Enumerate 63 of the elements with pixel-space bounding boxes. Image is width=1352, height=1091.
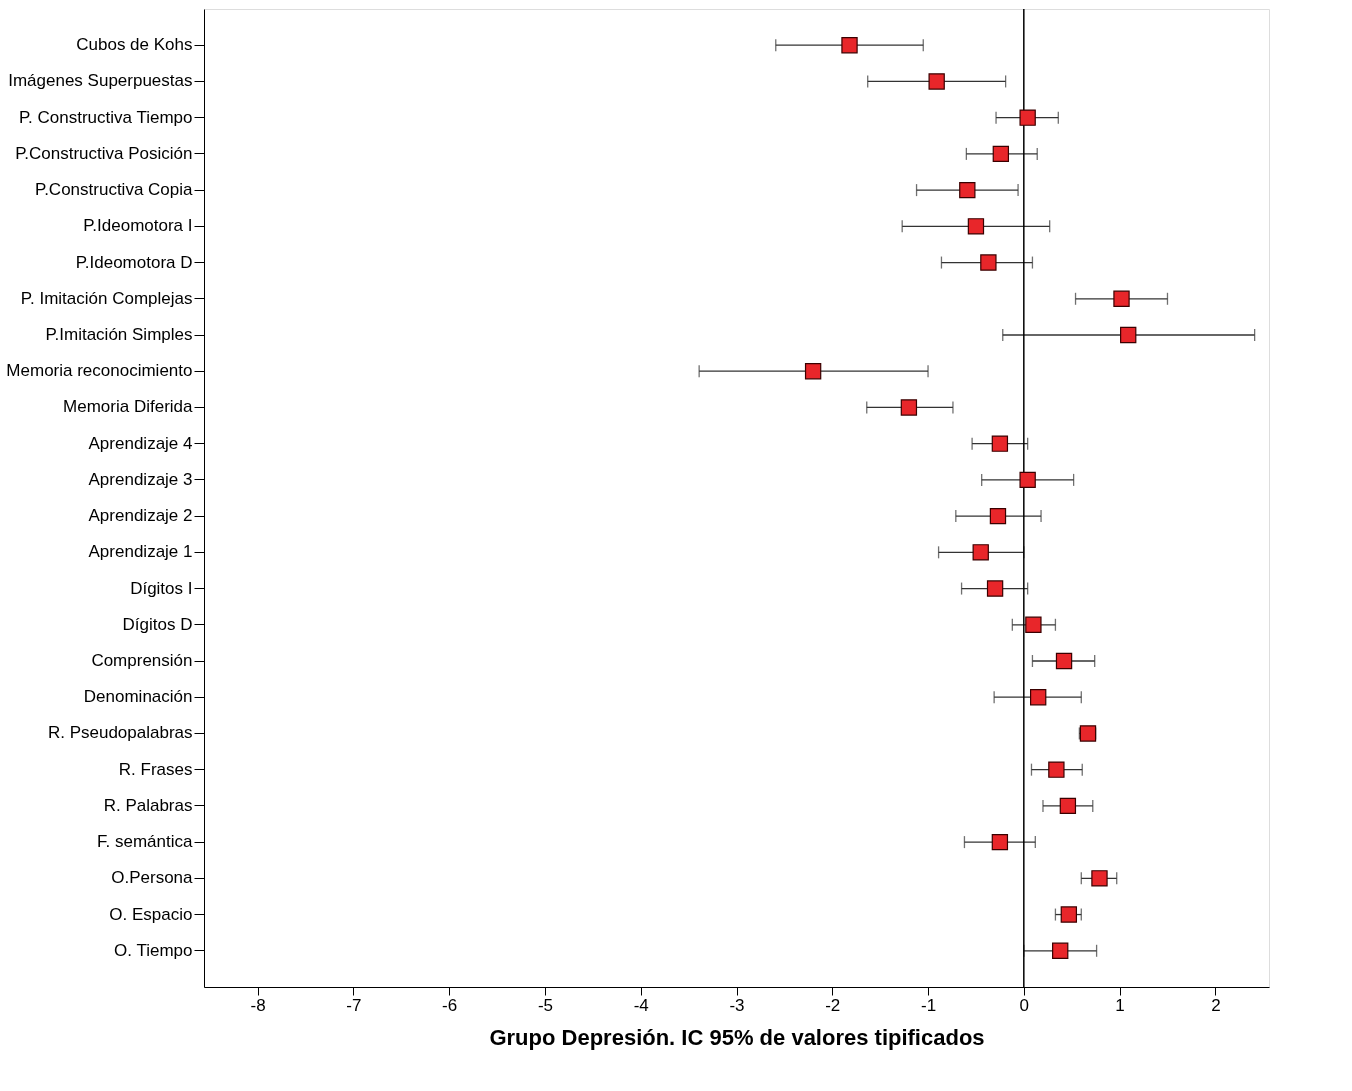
point xyxy=(980,254,997,271)
point xyxy=(1030,689,1047,706)
y-tick-label: Dígitos D xyxy=(122,614,193,634)
y-tick-label: Dígitos I xyxy=(130,578,193,598)
point xyxy=(1120,326,1137,344)
point xyxy=(992,145,1010,163)
x-tick-label: 1 xyxy=(1115,995,1125,1015)
point xyxy=(900,399,918,416)
x-tick-label: -8 xyxy=(250,995,266,1015)
y-tick-label: Memoria reconocimiento xyxy=(6,361,193,381)
y-tick-label: Cubos de Kohs xyxy=(76,35,193,55)
y-tick-label: Comprensión xyxy=(91,651,193,670)
y-tick-label: P.Imitación Simples xyxy=(45,325,193,344)
y-tick-label: P.Ideomotora D xyxy=(75,252,193,272)
point xyxy=(991,833,1009,851)
y-tick-label: R. Frases xyxy=(118,759,193,779)
point xyxy=(1019,471,1036,489)
x-tick-label: 2 xyxy=(1211,995,1221,1015)
point xyxy=(989,507,1007,525)
y-tick-label: Aprendizaje 1 xyxy=(88,542,193,562)
x-tick-label: -5 xyxy=(537,995,554,1015)
point xyxy=(1055,652,1073,670)
point xyxy=(986,580,1004,597)
y-tick-label: Memoria Diferida xyxy=(63,397,194,417)
y-tick-label: Aprendizaje 3 xyxy=(88,469,193,489)
point xyxy=(1059,797,1077,815)
point xyxy=(967,218,985,235)
y-tick-label: R. Pseudopalabras xyxy=(47,723,193,743)
x-tick-label: 0 xyxy=(1019,995,1030,1015)
point xyxy=(991,435,1009,452)
point xyxy=(1113,290,1130,307)
point xyxy=(1019,109,1036,126)
y-tick-label: O. Tiempo xyxy=(114,940,193,960)
y-tick-label: P. Constructiva Tiempo xyxy=(18,107,193,127)
y-tick-label: Aprendizaje 4 xyxy=(88,433,193,453)
x-tick-label: -7 xyxy=(346,995,362,1015)
x-tick-label: -1 xyxy=(920,995,937,1015)
y-tick-label: Imágenes Superpuestas xyxy=(8,71,193,91)
x-tick-label: -4 xyxy=(633,995,649,1015)
point xyxy=(1048,761,1065,778)
x-axis-title: Grupo Depresión. IC 95% de valores tipificados xyxy=(489,1024,985,1050)
y-tick-label: Aprendizaje 2 xyxy=(88,506,193,526)
point xyxy=(1025,616,1042,633)
y-tick-label: P.Constructiva Posición xyxy=(15,143,193,163)
y-tick-label: P.Constructiva Copia xyxy=(35,180,194,200)
y-tick-label: P. Imitación Complejas xyxy=(20,288,193,308)
y-tick-label: P.Ideomotora I xyxy=(83,216,193,236)
x-tick-label: -6 xyxy=(442,995,458,1015)
y-tick-label: O. Espacio xyxy=(109,904,193,924)
y-tick-label: F. semántica xyxy=(97,832,194,852)
point xyxy=(1052,942,1069,959)
point xyxy=(804,363,822,380)
y-tick-label: R. Palabras xyxy=(103,795,193,815)
x-tick-label: -2 xyxy=(825,995,841,1015)
point xyxy=(1091,870,1108,887)
point xyxy=(1060,906,1078,923)
point xyxy=(959,181,976,199)
y-tick-label: O.Persona xyxy=(111,868,194,888)
x-tick-label: -3 xyxy=(729,995,745,1015)
y-tick-label: Denominación xyxy=(83,687,193,707)
point xyxy=(972,544,989,561)
point xyxy=(928,73,945,90)
point xyxy=(841,37,858,54)
